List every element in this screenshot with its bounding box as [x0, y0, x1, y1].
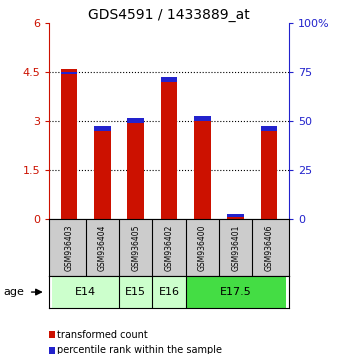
Text: E15: E15 [125, 287, 146, 297]
Bar [127, 118, 144, 219]
Bar [52, 276, 119, 308]
Bar [186, 276, 286, 308]
Text: E17.5: E17.5 [220, 287, 251, 297]
Text: GSM936403: GSM936403 [65, 224, 73, 271]
Bar [61, 69, 77, 219]
Bar [227, 214, 244, 217]
Bar [94, 126, 111, 219]
Bar [161, 77, 177, 219]
Text: GSM936401: GSM936401 [231, 224, 240, 271]
Bar [49, 347, 55, 354]
Text: GSM936400: GSM936400 [198, 224, 207, 271]
Bar [152, 276, 186, 308]
Bar [261, 126, 277, 131]
Bar [261, 126, 277, 219]
Bar [161, 77, 177, 82]
Bar [94, 126, 111, 131]
Text: GSM936404: GSM936404 [98, 224, 107, 271]
Text: E14: E14 [75, 287, 96, 297]
Bar [49, 331, 55, 338]
Text: GSM936406: GSM936406 [265, 224, 273, 271]
Bar [227, 214, 244, 219]
Text: age: age [3, 287, 24, 297]
Text: transformed count: transformed count [57, 330, 147, 339]
Bar [119, 276, 152, 308]
Bar [194, 116, 211, 121]
Text: GSM936402: GSM936402 [165, 224, 173, 271]
Bar [194, 116, 211, 219]
Text: E16: E16 [159, 287, 179, 297]
Bar [61, 72, 77, 74]
Text: percentile rank within the sample: percentile rank within the sample [57, 346, 222, 354]
Title: GDS4591 / 1433889_at: GDS4591 / 1433889_at [88, 8, 250, 22]
Text: GSM936405: GSM936405 [131, 224, 140, 271]
Bar [127, 118, 144, 123]
